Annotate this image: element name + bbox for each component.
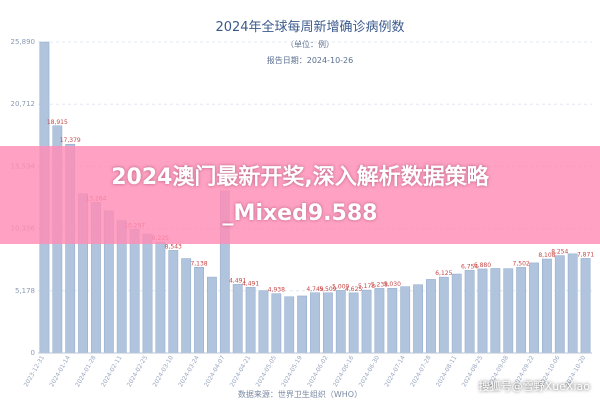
bar	[477, 268, 488, 354]
y-tick-label: 25,890	[11, 38, 36, 46]
data-label: 5,509	[319, 286, 336, 293]
data-label: 4,491	[242, 280, 259, 287]
x-tick-label: 2024-05-05	[255, 354, 279, 388]
bar	[580, 258, 591, 354]
bar	[168, 250, 179, 354]
data-label: 8,254	[551, 249, 568, 256]
chart-unit: （单位：例）	[286, 39, 334, 49]
x-tick-label: 2024-04-21	[229, 354, 253, 388]
data-label: 17,379	[60, 137, 81, 144]
data-label: 4,749	[306, 286, 323, 293]
data-label: 7,138	[190, 260, 207, 267]
x-tick-label: 2024-05-19	[280, 354, 304, 388]
x-tick-label: 2024-07-28	[409, 354, 433, 388]
x-tick-label: 2024-06-30	[358, 354, 382, 388]
bar	[232, 284, 243, 354]
bar	[542, 258, 552, 354]
promo-banner	[0, 146, 600, 244]
data-label: 5,178	[358, 283, 375, 290]
bar	[155, 241, 166, 354]
bar	[194, 267, 204, 354]
x-tick-label: 2024-02-11	[100, 354, 124, 388]
bar	[503, 268, 514, 354]
watermark: 搜狐号@雪野XueXiao	[478, 380, 590, 393]
x-tick-label: 2024-06-16	[332, 354, 356, 388]
data-label: 4,938	[268, 287, 285, 294]
x-tick-label: 2024-07-14	[383, 354, 407, 388]
data-label: 5,009	[332, 283, 349, 290]
promo-banner-text: 2024澳门最新开奖,深入解析数据策略 _Mixed9.588	[0, 160, 600, 232]
x-tick-label: 2024-01-28	[74, 354, 98, 388]
data-label: 4,491	[229, 277, 246, 284]
promo-banner-line2: _Mixed9.588	[222, 201, 378, 226]
bar	[181, 258, 192, 354]
data-label: 18,915	[47, 119, 68, 126]
bar	[464, 270, 475, 354]
bar	[516, 267, 527, 354]
bar	[142, 233, 153, 354]
chart-title: 2024年全球每周新增确诊病例数	[215, 19, 404, 35]
bar	[426, 279, 436, 354]
bar	[567, 253, 578, 354]
data-label: 8,108	[538, 252, 555, 259]
data-label: 6,754	[461, 263, 478, 270]
bar	[554, 255, 565, 354]
bar	[348, 292, 359, 354]
y-tick-label: 5,178	[15, 287, 35, 295]
promo-banner-line1: 2024澳门最新开奖,深入解析数据策略	[111, 165, 489, 190]
data-label: 5,238	[371, 281, 388, 288]
x-tick-label: 2024-01-14	[48, 354, 72, 388]
y-tick-label: 20,712	[11, 100, 36, 108]
x-tick-label: 2024-02-25	[126, 354, 150, 388]
x-tick-label: 2024-03-10	[152, 354, 176, 388]
bar	[207, 276, 217, 354]
data-label: 8,543	[165, 243, 182, 250]
bar	[310, 292, 320, 354]
bar	[258, 290, 269, 354]
bar	[322, 292, 333, 354]
data-label: 7,502	[513, 260, 530, 267]
bar	[271, 293, 282, 354]
bar	[438, 276, 449, 354]
x-tick-label: 2023-12-31	[23, 354, 47, 388]
x-tick-label: 2024-06-02	[306, 354, 330, 388]
bar	[297, 295, 308, 354]
bar	[451, 273, 462, 354]
data-label: 6,880	[474, 262, 491, 269]
x-tick-label: 2024-03-24	[177, 354, 201, 388]
data-label: 4,625	[345, 286, 362, 293]
bar	[387, 287, 398, 354]
bar	[400, 286, 411, 354]
chart-source: 数据来源：世界卫生组织（WHO）	[238, 389, 362, 399]
bar	[284, 296, 295, 354]
x-tick-label: 2024-04-07	[203, 354, 227, 388]
bar	[245, 287, 256, 354]
data-label: 6,125	[435, 270, 452, 277]
data-label: 5,030	[384, 281, 401, 288]
bar	[374, 288, 385, 354]
bar	[490, 268, 501, 354]
bar	[413, 284, 423, 354]
data-label: 7,871	[577, 251, 594, 258]
chart-date-line: 报告日期：2024-10-26	[267, 55, 354, 65]
y-tick-label: 0	[31, 349, 35, 357]
bar	[129, 229, 140, 354]
bar	[529, 262, 539, 354]
x-tick-label: 2024-08-11	[435, 354, 459, 388]
bar	[335, 290, 346, 354]
bar	[361, 289, 372, 354]
